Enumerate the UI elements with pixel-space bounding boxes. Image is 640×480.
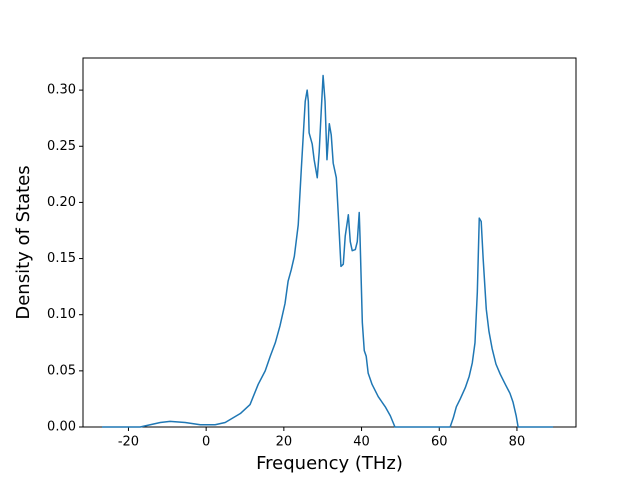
y-tick-label: 0.20 <box>47 195 76 210</box>
y-tick-label: 0.05 <box>47 363 76 378</box>
y-tick-label: 0.10 <box>47 307 76 322</box>
y-tick-label: 0.30 <box>47 83 76 98</box>
x-tick-label: 80 <box>509 435 526 450</box>
x-tick-label: 0 <box>202 435 210 450</box>
x-axis-label: Frequency (THz) <box>256 453 403 474</box>
y-tick-label: 0.00 <box>47 420 76 435</box>
x-tick-label: 60 <box>431 435 448 450</box>
x-tick-label: -20 <box>118 435 139 450</box>
plot-frame <box>82 57 577 428</box>
y-tick-label: 0.15 <box>47 251 76 266</box>
y-tick-label: 0.25 <box>47 139 76 154</box>
line <box>102 74 554 428</box>
y-axis-label: Density of States <box>13 165 34 319</box>
x-tick-label: 20 <box>276 435 293 450</box>
x-tick-label: 40 <box>353 435 370 450</box>
